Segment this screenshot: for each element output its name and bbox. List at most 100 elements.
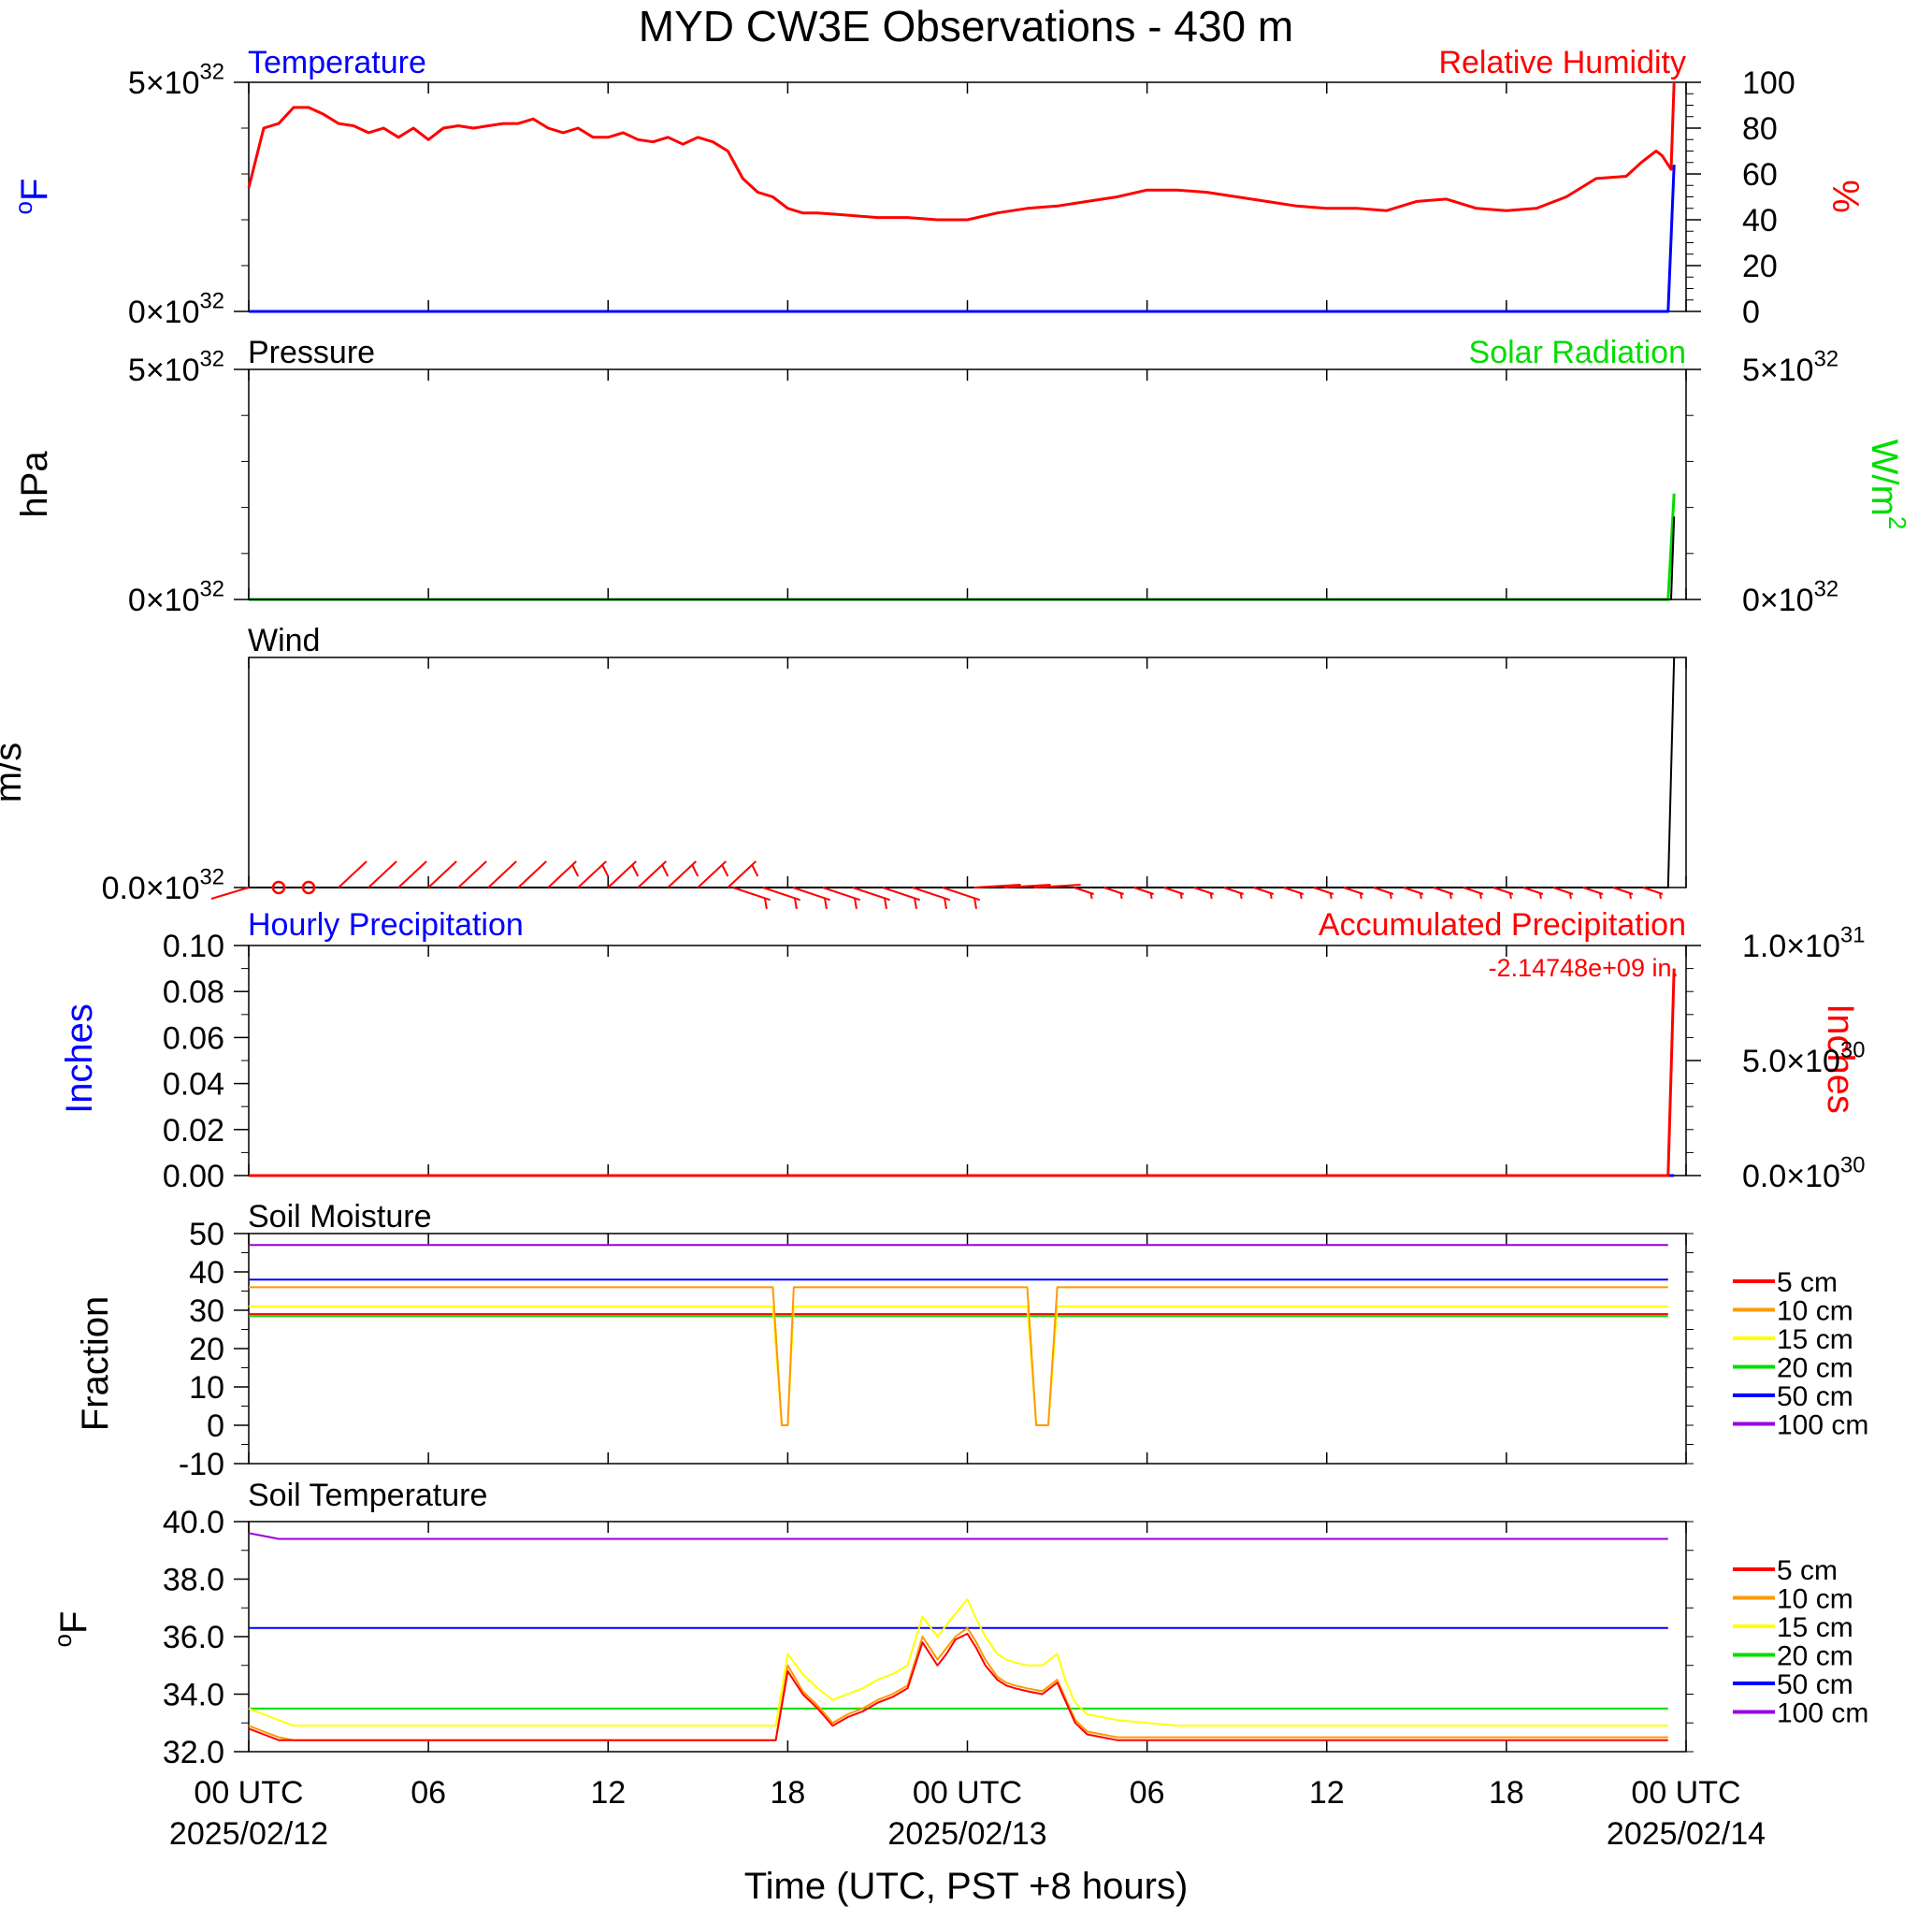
panel-frame-4 xyxy=(248,945,1687,1177)
wind-barb-flag xyxy=(691,864,699,877)
wind-barb xyxy=(368,860,397,888)
wind-barb xyxy=(667,860,697,888)
wind-barb xyxy=(973,884,1021,888)
temp-tick-label: 5×1032 xyxy=(128,60,224,101)
accum-precip-value: -2.14748e+09 in. xyxy=(1489,954,1679,982)
wind-barb-flag xyxy=(1598,892,1602,900)
wind-barb xyxy=(1642,887,1664,895)
wind-barb xyxy=(457,860,487,888)
solar-tick-label: 5×1032 xyxy=(1742,347,1838,388)
wind-barb xyxy=(517,860,547,888)
wind-barb xyxy=(1373,887,1394,895)
solar-title: Solar Radiation xyxy=(1469,335,1686,370)
wind-barb-flag xyxy=(751,864,759,877)
soil-moisture-tick-label: -10 xyxy=(179,1447,224,1482)
wind-barb-flag xyxy=(631,864,640,877)
soil-temp-title: Soil Temperature xyxy=(248,1478,487,1513)
wind-barb-flag xyxy=(1269,892,1273,900)
soil-moisture-legend-label: 15 cm xyxy=(1777,1324,1853,1355)
soil-temp-tick-label: 38.0 xyxy=(163,1563,224,1598)
precip-tick-label: 0.00 xyxy=(163,1159,224,1194)
wind-barb-flag xyxy=(1478,892,1482,900)
soil-moisture-legend-label: 5 cm xyxy=(1777,1267,1838,1298)
wind-barb-flag xyxy=(571,864,580,877)
panel-frame-5 xyxy=(248,1233,1687,1465)
soil-moisture-unit-label: Fraction xyxy=(75,1296,116,1432)
rh-unit-label: % xyxy=(1824,180,1866,213)
rh-tick-label: 20 xyxy=(1742,249,1778,284)
rh-tick-label: 0 xyxy=(1742,295,1760,330)
wind-barb xyxy=(487,860,517,888)
series-temperature xyxy=(249,165,1676,313)
wind-barb xyxy=(1163,887,1184,895)
wind-barb xyxy=(210,887,250,900)
wind-title: Wind xyxy=(248,623,320,658)
wind-barb xyxy=(1313,887,1334,895)
wind-barb-flag xyxy=(721,864,729,877)
wind-barb xyxy=(1283,887,1305,895)
wind-barb xyxy=(732,887,771,902)
soil-moisture-tick-label: 30 xyxy=(189,1293,224,1329)
wind-barb-flag xyxy=(1239,892,1243,900)
wind-barb-flag xyxy=(601,864,610,877)
soil-moisture-tick-label: 0 xyxy=(207,1408,224,1444)
wind-barb xyxy=(1193,887,1214,895)
soil-temp-tick-label: 32.0 xyxy=(163,1735,224,1770)
wind-barb-flag xyxy=(1119,892,1123,900)
wind-barb xyxy=(1003,884,1051,888)
pressure-title: Pressure xyxy=(248,335,375,370)
wind-barb xyxy=(792,887,831,902)
wind-barb-flag xyxy=(1538,892,1542,900)
wind-barb-flag xyxy=(1089,892,1093,900)
wind-barb-flag xyxy=(1628,892,1632,900)
wind-barb xyxy=(1223,887,1245,895)
wind-barb-flag xyxy=(1658,892,1662,900)
soil-temp-unit-label: oF xyxy=(49,1611,94,1648)
temp-title: Temperature xyxy=(248,45,426,80)
rh-tick-label: 80 xyxy=(1742,111,1778,147)
wind-barb xyxy=(822,887,861,902)
soil-moisture-legend-label: 10 cm xyxy=(1777,1296,1853,1327)
wind-barb xyxy=(1552,887,1574,895)
wind-barb-flag xyxy=(1419,892,1422,900)
wind-unit-label: m/s xyxy=(0,743,29,802)
panel-frame-3 xyxy=(248,657,1687,888)
wind-barb xyxy=(607,860,637,888)
accum-tick-label: 0.0×1030 xyxy=(1742,1153,1865,1194)
x-tick-label: 00 UTC xyxy=(1631,1775,1740,1811)
solar-tick-label: 0×1032 xyxy=(1742,577,1838,618)
series-soil-temp-15cm xyxy=(248,1598,1668,1727)
panel-frame-6 xyxy=(248,1521,1687,1753)
wind-barb-flag xyxy=(1508,892,1512,900)
wind-barb-flag xyxy=(661,864,670,877)
accum-tick-label: 1.0×1031 xyxy=(1742,923,1865,964)
pressure-tick-label: 5×1032 xyxy=(128,347,224,388)
series-soil-temp-5cm xyxy=(248,1632,1668,1741)
wind-barb xyxy=(547,860,577,888)
soil-temp-tick-label: 34.0 xyxy=(163,1678,224,1713)
series-wind xyxy=(249,657,1676,888)
wind-barb xyxy=(1492,887,1514,895)
wind-barb xyxy=(1133,887,1154,895)
wind-barb xyxy=(427,860,457,888)
series-soil-temp-100cm xyxy=(248,1532,1668,1540)
soil-temp-legend-label: 50 cm xyxy=(1777,1669,1853,1700)
soil-temp-legend-label: 100 cm xyxy=(1777,1698,1868,1729)
wind-barb xyxy=(338,860,368,888)
soil-temp-legend-label: 15 cm xyxy=(1777,1612,1853,1643)
wind-barb xyxy=(577,860,607,888)
wind-barb-flag xyxy=(1299,892,1303,900)
wind-barb xyxy=(637,860,667,888)
pressure-unit-label: hPa xyxy=(14,451,55,518)
soil-temp-legend-label: 5 cm xyxy=(1777,1555,1838,1586)
precip-tick-label: 0.02 xyxy=(163,1113,224,1148)
wind-barb-flag xyxy=(854,898,858,909)
wind-barb xyxy=(1433,887,1454,895)
wind-barb xyxy=(727,860,757,888)
wind-barb-flag xyxy=(793,898,798,909)
x-tick-label: 18 xyxy=(770,1775,805,1811)
wind-barb xyxy=(1033,884,1081,888)
rh-tick-label: 100 xyxy=(1742,65,1795,101)
soil-moisture-tick-label: 40 xyxy=(189,1255,224,1291)
soil-moisture-tick-label: 50 xyxy=(189,1217,224,1252)
